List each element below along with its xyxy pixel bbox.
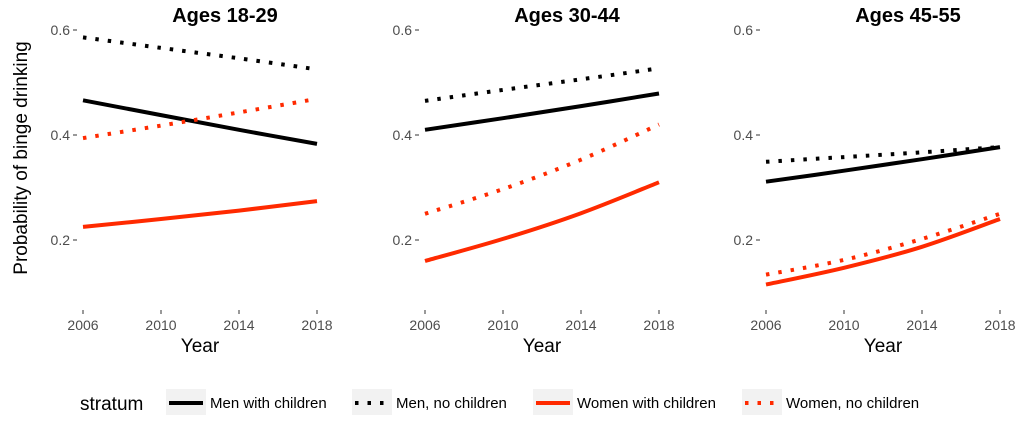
legend-key	[742, 389, 782, 415]
x-tick-label: 2006	[409, 317, 440, 333]
series-line	[82, 98, 318, 146]
panel-title: Ages 30-44	[514, 5, 620, 27]
x-tick-label: 2018	[301, 317, 332, 333]
y-tick-label: 0.2	[51, 232, 71, 248]
x-tick-label: 2014	[223, 317, 254, 333]
y-tick-label: 0.2	[734, 232, 754, 248]
legend-label: Men, no children	[396, 395, 507, 412]
x-tick-label: 2014	[906, 317, 937, 333]
x-tick-label: 2006	[67, 317, 98, 333]
y-axis-title: Probability of binge drinking	[11, 41, 32, 274]
panel-2: Ages 30-44 0.2 0.4 0.6 2006 2010 2014 2018 Year	[393, 5, 675, 357]
y-tick-label: 0.4	[393, 127, 413, 143]
series-line	[765, 217, 1001, 287]
x-tick-label: 2010	[828, 317, 859, 333]
panel-title: Ages 18-29	[172, 5, 278, 27]
x-tick-label: 2014	[565, 317, 596, 333]
legend-label: Women with children	[577, 395, 716, 412]
series-line	[424, 180, 660, 263]
y-tick-label: 0.4	[734, 127, 754, 143]
x-tick-label: 2010	[487, 317, 518, 333]
x-tick-label: 2018	[984, 317, 1015, 333]
series-line	[765, 145, 1001, 164]
legend-key	[352, 389, 392, 415]
series-line	[765, 145, 1001, 184]
x-tick-label: 2010	[145, 317, 176, 333]
legend-label: Women, no children	[786, 395, 919, 412]
series-line	[424, 122, 660, 216]
legend-title: stratum	[80, 394, 143, 415]
legend: stratum Men with children Men, no children…	[80, 389, 919, 415]
y-tick-label: 0.6	[393, 22, 413, 38]
x-tick-label: 2018	[643, 317, 674, 333]
series-line	[424, 66, 660, 103]
series-line	[82, 35, 318, 72]
series-line	[82, 96, 318, 141]
legend-label: Men with children	[210, 395, 327, 412]
x-tick-label: 2006	[750, 317, 781, 333]
series-line	[82, 199, 318, 229]
y-tick-label: 0.4	[51, 127, 71, 143]
panel-3: Ages 45-55 0.2 0.4 0.6 2006 2010 2014 2018 Year	[734, 5, 1016, 357]
y-tick-label: 0.2	[393, 232, 413, 248]
x-axis-title: Year	[864, 336, 903, 357]
panel-title: Ages 45-55	[855, 5, 961, 27]
panel-1: Ages 18-29 0.2 0.4 0.6 2006 2010 2014 2018 Year	[51, 5, 333, 357]
y-tick-label: 0.6	[51, 22, 71, 38]
series-line	[424, 91, 660, 132]
series-line	[765, 211, 1001, 277]
y-tick-label: 0.6	[734, 22, 754, 38]
x-axis-title: Year	[523, 336, 562, 357]
x-axis-title: Year	[181, 336, 220, 357]
